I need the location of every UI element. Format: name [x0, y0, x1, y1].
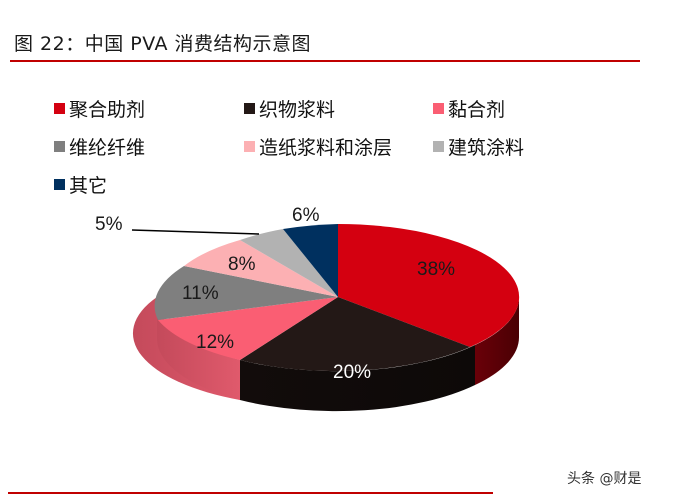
data-label-12: 12%: [196, 332, 234, 353]
legend-label: 维纶纤维: [69, 137, 146, 159]
title-divider: [10, 60, 640, 62]
legend-label: 其它: [69, 175, 108, 197]
legend-swatch: [433, 103, 444, 114]
chart-title: 图 22：中国 PVA 消费结构示意图: [14, 33, 312, 55]
legend-item-polymer-additive: 聚合助剂: [54, 95, 145, 122]
legend-swatch: [244, 141, 255, 152]
legend-item-paper-coating: 造纸浆料和涂层: [244, 133, 392, 160]
legend-item-vinylon-fiber: 维纶纤维: [54, 133, 145, 160]
legend-label: 黏合剂: [448, 99, 506, 121]
data-label-5: 5%: [95, 214, 123, 235]
watermark: 头条 @财是: [567, 471, 642, 487]
data-label-11: 11%: [182, 283, 219, 304]
pie-slice-paper-coating: [184, 240, 338, 297]
data-label-8: 8%: [228, 254, 256, 275]
legend-label: 织物浆料: [259, 99, 336, 121]
bottom-divider: [8, 492, 493, 494]
leader-line-5pct: [131, 229, 260, 235]
legend-item-building-coating: 建筑涂料: [433, 133, 524, 160]
pie-slice-other: [283, 224, 338, 297]
legend-label: 建筑涂料: [448, 137, 525, 159]
pie-side-textile-sizing: [240, 345, 475, 412]
legend-swatch: [54, 103, 65, 114]
legend-swatch: [433, 141, 444, 152]
legend-item-other: 其它: [54, 171, 107, 198]
legend-label: 造纸浆料和涂层: [259, 137, 393, 159]
legend-item-adhesive: 黏合剂: [433, 95, 505, 122]
legend-label: 聚合助剂: [69, 99, 146, 121]
pie-slice-vinylon-fiber: [154, 266, 338, 320]
pie-slice-building-coating: [240, 229, 338, 297]
pie-slice-polymer-additive: [338, 223, 520, 347]
data-label-6: 6%: [292, 205, 320, 226]
data-label-38: 38%: [417, 259, 455, 280]
legend-swatch: [244, 103, 255, 114]
legend-item-textile-sizing: 织物浆料: [244, 95, 335, 122]
pie-slice-adhesive: [158, 297, 338, 360]
legend-swatch: [54, 141, 65, 152]
pie-slice-textile-sizing: [240, 297, 470, 372]
pie-side-polymer-additive: [475, 297, 520, 385]
legend-swatch: [54, 179, 65, 190]
pie-side-adhesive-fill: [156, 297, 240, 400]
data-label-20: 20%: [333, 362, 371, 383]
